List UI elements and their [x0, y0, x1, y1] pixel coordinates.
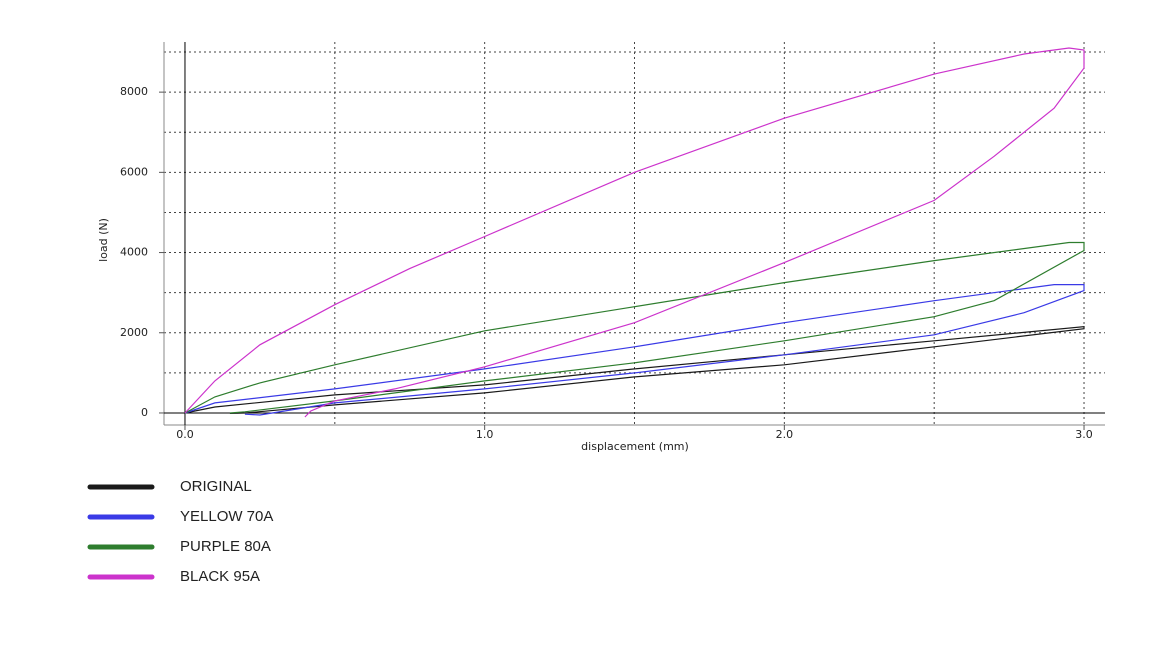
y-axis-label: load (N)	[97, 218, 110, 262]
x-tick-label: 1.0	[476, 428, 494, 441]
y-tick-label: 4000	[120, 246, 148, 259]
legend-label: YELLOW 70A	[180, 508, 273, 525]
x-axis-label: displacement (mm)	[581, 440, 689, 453]
legend-label: ORIGINAL	[180, 478, 252, 495]
series-line	[184, 241, 1085, 414]
x-tick-label: 2.0	[776, 428, 794, 441]
x-tick-label: 3.0	[1075, 428, 1093, 441]
y-tick-label: 8000	[120, 85, 148, 98]
x-tick-label: 0.0	[176, 428, 194, 441]
y-tick-label: 0	[141, 406, 148, 419]
y-tick-label: 2000	[120, 326, 148, 339]
series-line	[184, 47, 1085, 418]
legend-label: PURPLE 80A	[180, 538, 271, 555]
legend-label: BLACK 95A	[180, 568, 260, 585]
legend: ORIGINAL YELLOW 70A PURPLE 80A BLACK 95A	[87, 478, 273, 585]
series-line	[184, 326, 1085, 414]
series-line	[184, 284, 1085, 416]
y-tick-label: 6000	[120, 165, 148, 178]
